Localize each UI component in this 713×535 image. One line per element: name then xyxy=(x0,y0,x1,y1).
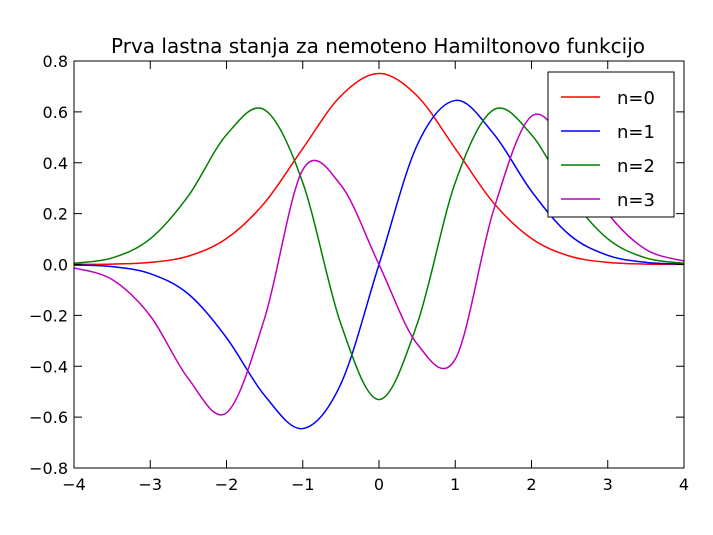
y-tick-label: 0.8 xyxy=(43,52,68,71)
chart-title: Prva lastna stanja za nemoteno Hamiltono… xyxy=(111,34,645,58)
x-tick-label: −1 xyxy=(291,475,315,494)
x-tick-label: −2 xyxy=(215,475,239,494)
legend-frame xyxy=(547,71,675,218)
x-tick-label: −3 xyxy=(138,475,162,494)
y-tick-label: −0.8 xyxy=(29,459,68,478)
y-tick-label: −0.2 xyxy=(29,306,68,325)
y-tick-label: −0.4 xyxy=(29,357,68,376)
legend-label: n=0 xyxy=(617,88,655,109)
x-tick-label: 3 xyxy=(603,475,613,494)
legend-label: n=1 xyxy=(617,122,655,143)
legend: n=0 n=1 n=2 n=3 xyxy=(547,71,675,218)
legend-label: n=2 xyxy=(617,156,655,177)
x-tick-label: 1 xyxy=(450,475,460,494)
y-tick-label: −0.6 xyxy=(29,408,68,427)
x-tick-label: 0 xyxy=(374,475,384,494)
x-tick-label: 2 xyxy=(526,475,536,494)
y-tick-label: 0.4 xyxy=(43,154,68,173)
x-tick-label: −4 xyxy=(62,475,86,494)
y-tick-label: 0.6 xyxy=(43,103,68,122)
series-line-n=0 xyxy=(74,72,684,266)
legend-label: n=3 xyxy=(617,190,655,211)
plot-area: −4 −3 −2 −1 0 1 2 3 4 −0.8 −0.6 −0.4 −0.2 0.0 0.2 0.4 0.… xyxy=(29,52,689,494)
y-tick-label: 0.0 xyxy=(43,256,68,275)
x-tick-label: 4 xyxy=(679,475,689,494)
y-tick-label: 0.2 xyxy=(43,205,68,224)
